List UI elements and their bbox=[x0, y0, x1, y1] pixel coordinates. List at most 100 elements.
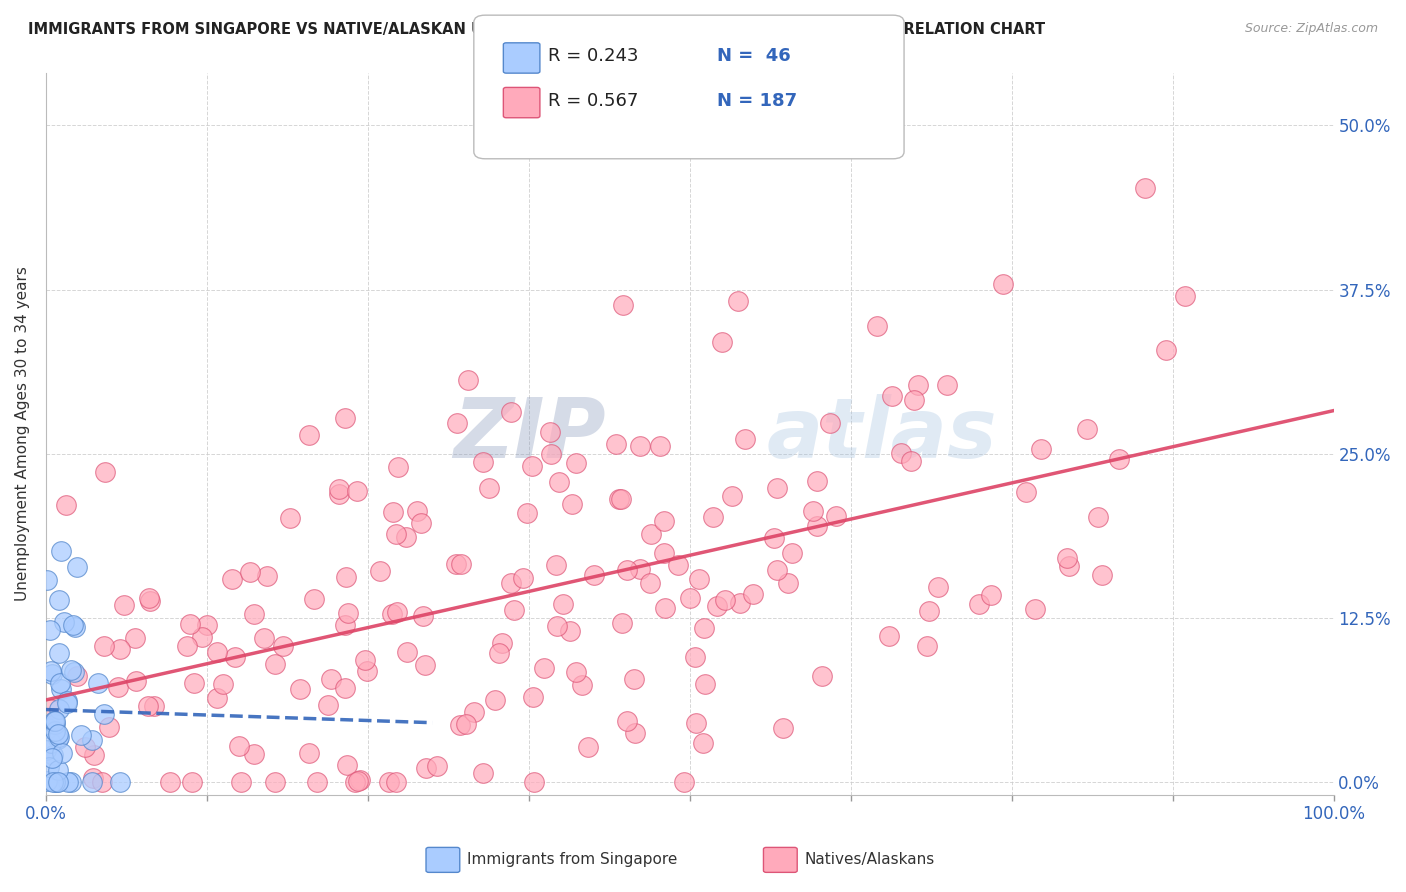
Point bbox=[356, 665, 378, 679]
Point bbox=[256, 569, 278, 583]
Point bbox=[264, 657, 287, 671]
Point bbox=[721, 489, 744, 503]
Point bbox=[307, 775, 329, 789]
Point bbox=[65, 669, 87, 683]
Point bbox=[685, 715, 707, 730]
Point bbox=[1174, 289, 1197, 303]
Point bbox=[108, 641, 131, 656]
Point bbox=[679, 591, 702, 605]
Point bbox=[454, 717, 477, 731]
Point bbox=[41, 751, 63, 765]
Point bbox=[94, 466, 117, 480]
Point bbox=[488, 646, 510, 660]
Point bbox=[56, 775, 79, 789]
Point bbox=[607, 491, 630, 506]
Point bbox=[66, 560, 89, 574]
Point bbox=[298, 747, 321, 761]
Point bbox=[450, 558, 472, 572]
Point bbox=[159, 775, 181, 789]
Point bbox=[48, 730, 70, 744]
Point bbox=[346, 483, 368, 498]
Point bbox=[426, 759, 449, 773]
Point bbox=[766, 481, 789, 495]
Point bbox=[346, 774, 368, 789]
Text: ZIP: ZIP bbox=[453, 393, 606, 475]
Point bbox=[582, 567, 605, 582]
Point bbox=[229, 775, 252, 789]
Point bbox=[457, 373, 479, 387]
Point bbox=[501, 575, 523, 590]
Point bbox=[191, 630, 214, 644]
Point bbox=[180, 775, 202, 789]
Point bbox=[39, 664, 62, 678]
Point bbox=[1133, 181, 1156, 195]
Text: Immigrants from Singapore: Immigrants from Singapore bbox=[467, 853, 678, 867]
Point bbox=[522, 690, 544, 704]
Point bbox=[903, 393, 925, 408]
Point bbox=[46, 775, 69, 789]
Point bbox=[98, 720, 121, 734]
Point bbox=[727, 293, 749, 308]
Point bbox=[648, 439, 671, 453]
Point bbox=[239, 565, 262, 579]
Point bbox=[382, 505, 405, 519]
Point bbox=[471, 455, 494, 469]
Point bbox=[387, 459, 409, 474]
Point bbox=[553, 597, 575, 611]
Point bbox=[124, 631, 146, 645]
Point bbox=[205, 690, 228, 705]
Point bbox=[395, 530, 418, 544]
Point bbox=[409, 516, 432, 531]
Point bbox=[59, 663, 82, 677]
Point bbox=[706, 599, 728, 613]
Point bbox=[55, 696, 77, 710]
Point bbox=[179, 617, 201, 632]
Point bbox=[702, 510, 724, 524]
Point bbox=[628, 561, 651, 575]
Point bbox=[673, 775, 696, 789]
Point bbox=[936, 377, 959, 392]
Point bbox=[571, 678, 593, 692]
Point bbox=[136, 698, 159, 713]
Point bbox=[52, 615, 75, 629]
Point bbox=[138, 594, 160, 608]
Point bbox=[1108, 452, 1130, 467]
Point bbox=[1015, 485, 1038, 500]
Point bbox=[125, 673, 148, 688]
Point bbox=[547, 475, 569, 490]
Point bbox=[446, 416, 468, 430]
Point bbox=[41, 666, 63, 681]
Point bbox=[108, 775, 131, 789]
Point bbox=[271, 640, 294, 654]
Point bbox=[384, 526, 406, 541]
Point bbox=[1024, 602, 1046, 616]
Point bbox=[880, 389, 903, 403]
Point bbox=[516, 506, 538, 520]
Point bbox=[333, 681, 356, 695]
Point bbox=[183, 676, 205, 690]
Point bbox=[55, 498, 77, 512]
Point bbox=[44, 723, 66, 738]
Point bbox=[335, 617, 357, 632]
Point bbox=[693, 677, 716, 691]
Point bbox=[83, 747, 105, 762]
Point bbox=[782, 545, 804, 559]
Point bbox=[616, 714, 638, 729]
Text: atlas: atlas bbox=[768, 393, 998, 475]
Point bbox=[48, 646, 70, 660]
Point bbox=[344, 775, 367, 789]
Point bbox=[39, 736, 62, 750]
Point bbox=[384, 775, 406, 789]
Point bbox=[1156, 343, 1178, 358]
Point bbox=[546, 619, 568, 633]
Point bbox=[628, 439, 651, 453]
Point bbox=[46, 732, 69, 747]
Point bbox=[763, 531, 786, 545]
Point bbox=[37, 721, 59, 735]
Point bbox=[44, 717, 66, 731]
Point bbox=[710, 335, 733, 350]
Point bbox=[396, 645, 419, 659]
Point bbox=[991, 277, 1014, 292]
Point bbox=[969, 597, 991, 611]
Point bbox=[1087, 509, 1109, 524]
